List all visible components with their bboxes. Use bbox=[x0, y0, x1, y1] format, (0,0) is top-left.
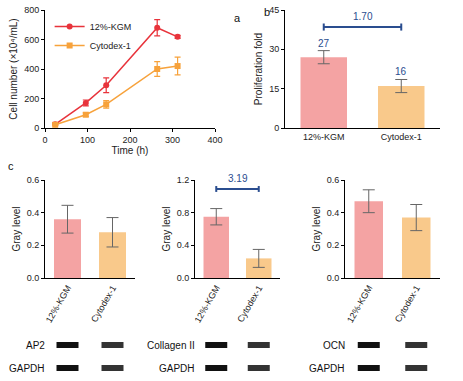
svg-text:400: 400 bbox=[207, 135, 222, 145]
svg-text:GAPDH: GAPDH bbox=[159, 363, 195, 374]
svg-text:0.4: 0.4 bbox=[177, 240, 190, 250]
svg-text:0.6: 0.6 bbox=[27, 175, 40, 185]
svg-text:0: 0 bbox=[274, 123, 279, 133]
svg-text:0.4: 0.4 bbox=[27, 208, 40, 218]
svg-text:0.8: 0.8 bbox=[177, 208, 190, 218]
svg-text:Gray level: Gray level bbox=[11, 206, 22, 251]
svg-text:Gray level: Gray level bbox=[161, 206, 172, 251]
svg-text:800: 800 bbox=[24, 5, 39, 15]
svg-text:12%-KGM: 12%-KGM bbox=[90, 22, 132, 32]
svg-text:Cytodex-1: Cytodex-1 bbox=[381, 132, 422, 142]
svg-text:c: c bbox=[8, 160, 14, 172]
svg-text:0: 0 bbox=[42, 135, 47, 145]
svg-text:OCN: OCN bbox=[323, 340, 345, 351]
svg-text:27: 27 bbox=[318, 38, 330, 49]
svg-text:GAPDH: GAPDH bbox=[309, 363, 345, 374]
svg-text:b: b bbox=[264, 6, 270, 18]
svg-text:30: 30 bbox=[269, 44, 279, 54]
svg-text:0.6: 0.6 bbox=[327, 175, 340, 185]
svg-text:0.2: 0.2 bbox=[327, 240, 340, 250]
svg-text:16: 16 bbox=[395, 66, 407, 77]
svg-text:12%-KGM: 12%-KGM bbox=[303, 132, 345, 142]
svg-text:Gray level: Gray level bbox=[311, 206, 322, 251]
svg-text:200: 200 bbox=[24, 94, 39, 104]
svg-text:45: 45 bbox=[269, 5, 279, 15]
svg-text:GAPDH: GAPDH bbox=[9, 363, 45, 374]
svg-text:Cytodex-1: Cytodex-1 bbox=[393, 284, 422, 325]
svg-text:12%-KGM: 12%-KGM bbox=[44, 284, 73, 325]
svg-text:400: 400 bbox=[24, 64, 39, 74]
svg-text:AP2: AP2 bbox=[26, 340, 45, 351]
svg-text:0: 0 bbox=[34, 123, 39, 133]
svg-text:1.70: 1.70 bbox=[353, 11, 373, 22]
svg-text:600: 600 bbox=[24, 35, 39, 45]
svg-text:a: a bbox=[234, 12, 241, 24]
svg-text:3.19: 3.19 bbox=[228, 173, 248, 184]
svg-text:Cytodex-1: Cytodex-1 bbox=[235, 284, 264, 325]
svg-text:100: 100 bbox=[80, 135, 95, 145]
svg-text:Proliferation fold: Proliferation fold bbox=[253, 33, 264, 105]
svg-text:Cytodex-1: Cytodex-1 bbox=[89, 284, 118, 325]
svg-text:200: 200 bbox=[122, 135, 137, 145]
svg-text:15: 15 bbox=[269, 84, 279, 94]
svg-text:1.2: 1.2 bbox=[177, 175, 190, 185]
svg-text:300: 300 bbox=[165, 135, 180, 145]
svg-text:0.0: 0.0 bbox=[327, 273, 340, 283]
svg-text:12%-KGM: 12%-KGM bbox=[192, 284, 221, 325]
svg-text:Time (h): Time (h) bbox=[112, 145, 149, 156]
svg-text:0.2: 0.2 bbox=[27, 240, 40, 250]
svg-text:0.4: 0.4 bbox=[327, 208, 340, 218]
svg-text:Collagen II: Collagen II bbox=[147, 340, 195, 351]
svg-text:0.0: 0.0 bbox=[27, 273, 40, 283]
svg-text:12%-KGM: 12%-KGM bbox=[345, 284, 374, 325]
svg-text:Cytodex-1: Cytodex-1 bbox=[90, 41, 131, 51]
svg-text:0.0: 0.0 bbox=[177, 273, 190, 283]
svg-text:Cell number (×10⁴/mL): Cell number (×10⁴/mL) bbox=[8, 18, 19, 119]
